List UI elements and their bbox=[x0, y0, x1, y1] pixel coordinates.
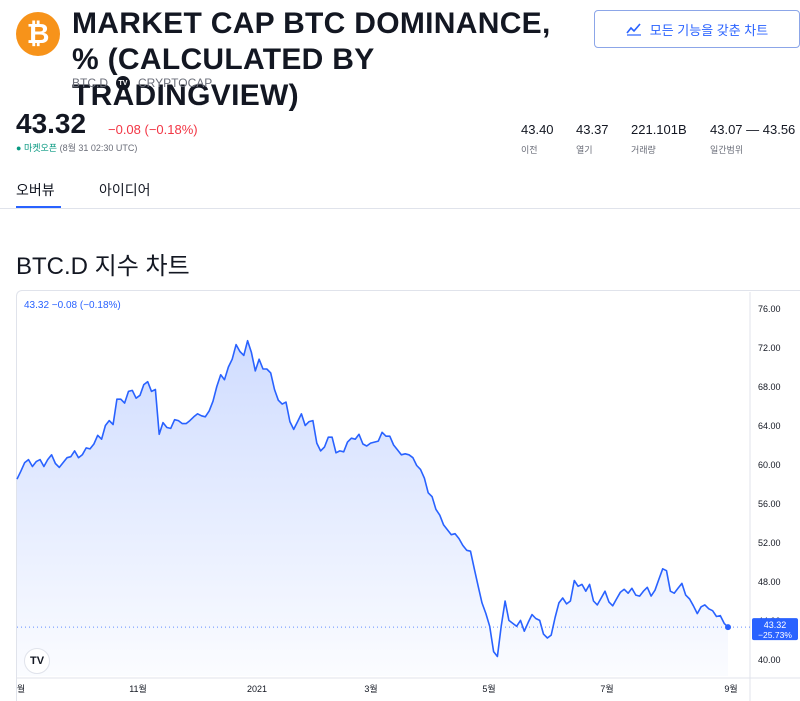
market-open-indicator: ● 마켓오픈 bbox=[16, 143, 58, 153]
stat-label: 열기 bbox=[576, 145, 593, 155]
bitcoin-logo-icon: ₿ bbox=[16, 12, 60, 56]
stat-day-range: 43.07 — 43.56 일간범위 bbox=[710, 122, 795, 156]
current-price: 43.32 bbox=[16, 108, 87, 139]
last-change-label: −25.73% bbox=[758, 630, 792, 640]
tradingview-logo-icon[interactable]: TV bbox=[24, 648, 50, 674]
chart-frame[interactable] bbox=[16, 290, 800, 701]
market-status: ● 마켓오픈 (8월 31 02:30 UTC) bbox=[16, 141, 137, 154]
tab-overview[interactable]: 오버뷰 bbox=[16, 182, 55, 198]
stat-label: 일간범위 bbox=[710, 145, 744, 155]
stat-value: 43.07 — 43.56 bbox=[710, 122, 796, 137]
stat-open: 43.37 열기 bbox=[576, 122, 609, 156]
full-chart-button-label: 모든 기능을 갖춘 차트 bbox=[649, 22, 769, 38]
x-tick-label: 11월 bbox=[129, 683, 147, 694]
stat-value: 221.101B bbox=[631, 122, 687, 137]
stat-label: 거래량 bbox=[631, 145, 656, 155]
exchange-name[interactable]: CRYPTOCAP bbox=[138, 76, 213, 90]
y-tick-label: 60.00 bbox=[758, 460, 781, 470]
active-tab-indicator bbox=[16, 206, 61, 209]
area-fill bbox=[17, 340, 728, 676]
price-change: −0.08 (−0.18%) bbox=[108, 122, 198, 137]
quote-timestamp: (8월 31 02:30 UTC) bbox=[59, 143, 138, 153]
y-tick-label: 72.00 bbox=[758, 343, 781, 353]
last-value-dot bbox=[725, 624, 731, 631]
y-tick-label: 68.00 bbox=[758, 382, 781, 392]
x-tick-label: 9월 bbox=[724, 683, 737, 694]
last-value-label: 43.32 bbox=[764, 620, 787, 630]
stat-prev-close: 43.40 이전 bbox=[521, 122, 554, 156]
x-tick-label: 3월 bbox=[364, 683, 377, 694]
x-tick-label: 7월 bbox=[600, 683, 613, 694]
full-chart-button[interactable]: 모든 기능을 갖춘 차트 bbox=[594, 10, 800, 48]
stat-label: 이전 bbox=[521, 145, 538, 155]
series-line bbox=[16, 339, 729, 658]
tradingview-icon: TV bbox=[116, 76, 130, 90]
x-tick-label: 2021 bbox=[247, 684, 267, 694]
ticker-symbol[interactable]: BTC.D bbox=[72, 76, 108, 90]
last-value-box bbox=[752, 618, 798, 641]
x-tick-label: 월 bbox=[17, 683, 25, 694]
y-tick-label: 76.00 bbox=[758, 304, 781, 314]
ticker-row: BTC.D TV CRYPTOCAP bbox=[72, 76, 212, 90]
chart-legend: 43.32 −0.08 (−0.18%) bbox=[24, 300, 121, 311]
y-tick-label: 52.00 bbox=[758, 538, 781, 548]
stat-value: 43.37 bbox=[576, 122, 609, 137]
y-tick-label: 56.00 bbox=[758, 499, 781, 509]
y-tick-label: 40.00 bbox=[758, 655, 781, 665]
x-tick-label: 5월 bbox=[482, 683, 495, 694]
tab-ideas[interactable]: 아이디어 bbox=[99, 182, 151, 198]
page-title: MARKET CAP BTC DOMINANCE, % (CALCULATED … bbox=[72, 7, 551, 112]
y-tick-label: 48.00 bbox=[758, 577, 781, 587]
stat-value: 43.40 bbox=[521, 122, 554, 137]
stat-volume: 221.101B 거래량 bbox=[631, 122, 687, 156]
chart-section-title: BTC.D 지수 차트 bbox=[16, 253, 190, 280]
tab-divider bbox=[0, 208, 800, 209]
y-tick-label: 64.00 bbox=[758, 421, 781, 431]
chart-line-icon bbox=[626, 23, 641, 36]
